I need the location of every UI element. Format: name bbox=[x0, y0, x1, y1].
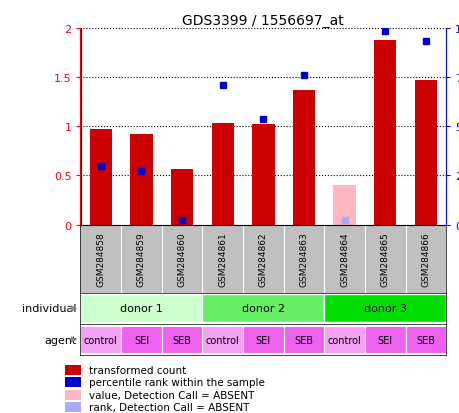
Bar bbox=[414, 81, 436, 225]
Bar bbox=[171, 169, 193, 225]
Text: control: control bbox=[84, 335, 118, 345]
Text: GSM284865: GSM284865 bbox=[380, 232, 389, 287]
Bar bbox=[283, 326, 324, 354]
Bar bbox=[65, 402, 81, 412]
Bar bbox=[211, 124, 233, 225]
Text: donor 2: donor 2 bbox=[241, 304, 284, 314]
Bar bbox=[252, 125, 274, 225]
Bar bbox=[80, 326, 121, 354]
Text: donor 1: donor 1 bbox=[120, 304, 162, 314]
Text: GSM284861: GSM284861 bbox=[218, 232, 227, 287]
Bar bbox=[333, 186, 355, 225]
Text: GSM284866: GSM284866 bbox=[420, 232, 430, 287]
Text: SEI: SEI bbox=[255, 335, 270, 345]
Bar bbox=[65, 365, 81, 375]
Text: SEB: SEB bbox=[172, 335, 191, 345]
Text: control: control bbox=[205, 335, 239, 345]
Bar bbox=[324, 295, 445, 323]
Text: agent: agent bbox=[45, 335, 77, 345]
Text: percentile rank within the sample: percentile rank within the sample bbox=[89, 377, 264, 387]
Text: value, Detection Call = ABSENT: value, Detection Call = ABSENT bbox=[89, 390, 253, 400]
Text: transformed count: transformed count bbox=[89, 365, 185, 375]
Bar bbox=[202, 295, 324, 323]
Text: rank, Detection Call = ABSENT: rank, Detection Call = ABSENT bbox=[89, 402, 248, 412]
Title: GDS3399 / 1556697_at: GDS3399 / 1556697_at bbox=[182, 14, 343, 28]
Text: SEB: SEB bbox=[294, 335, 313, 345]
Bar bbox=[202, 326, 242, 354]
Text: GSM284864: GSM284864 bbox=[339, 232, 348, 286]
Text: GSM284860: GSM284860 bbox=[177, 232, 186, 287]
Text: GSM284859: GSM284859 bbox=[137, 232, 146, 287]
Bar bbox=[90, 130, 112, 225]
Text: control: control bbox=[327, 335, 361, 345]
Bar bbox=[130, 135, 152, 225]
Text: SEI: SEI bbox=[134, 335, 149, 345]
Bar bbox=[373, 41, 396, 225]
Bar bbox=[162, 326, 202, 354]
Bar bbox=[65, 377, 81, 387]
Bar bbox=[405, 326, 445, 354]
Text: donor 3: donor 3 bbox=[363, 304, 406, 314]
Bar bbox=[121, 326, 162, 354]
Bar bbox=[242, 326, 283, 354]
Text: GSM284858: GSM284858 bbox=[96, 232, 105, 287]
Bar bbox=[324, 326, 364, 354]
Bar bbox=[364, 326, 405, 354]
Text: GSM284862: GSM284862 bbox=[258, 232, 267, 286]
Bar bbox=[80, 295, 202, 323]
Text: SEB: SEB bbox=[415, 335, 434, 345]
Text: individual: individual bbox=[22, 304, 77, 314]
Text: GSM284863: GSM284863 bbox=[299, 232, 308, 287]
Bar bbox=[292, 91, 314, 225]
Text: SEI: SEI bbox=[377, 335, 392, 345]
Bar bbox=[65, 390, 81, 400]
